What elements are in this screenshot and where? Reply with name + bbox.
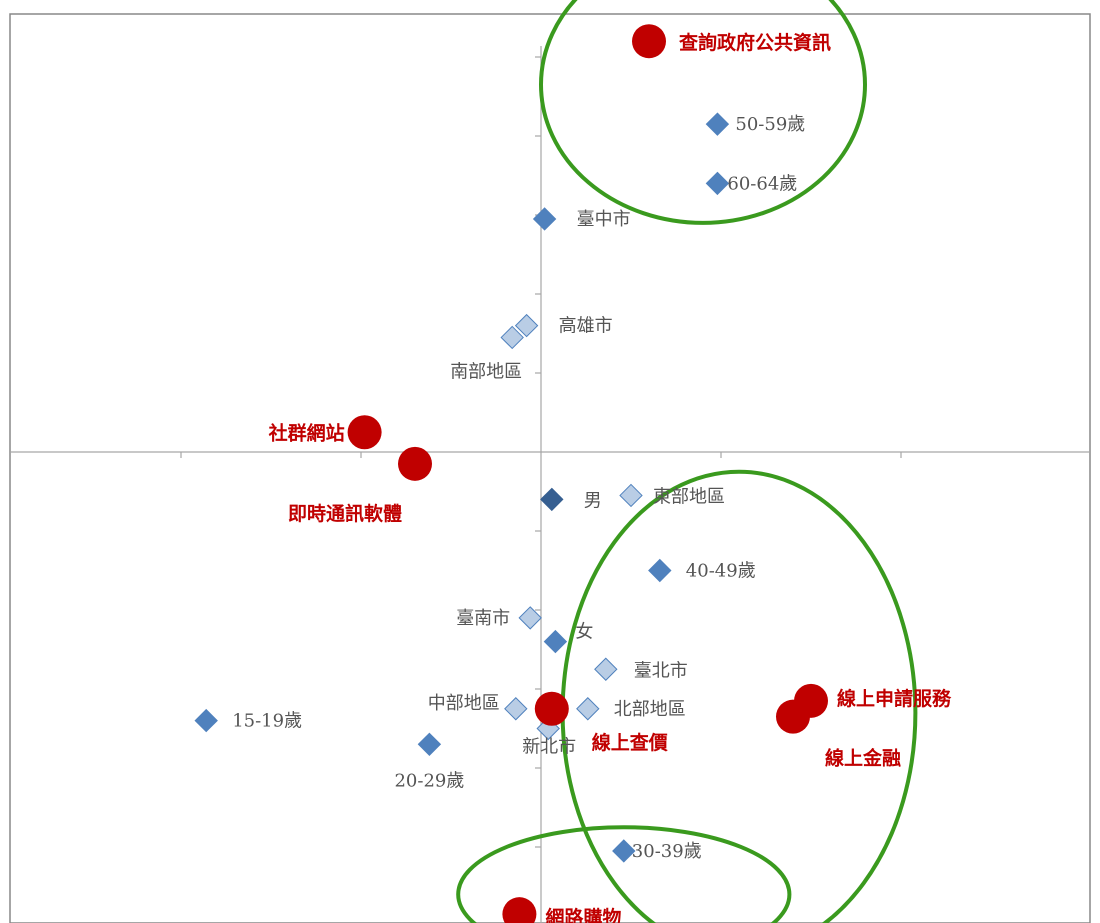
attribute-label-13: 新北市 xyxy=(522,737,576,758)
attribute-label-14: 15-19歲 xyxy=(232,711,302,732)
attribute-label-15: 20-29歲 xyxy=(394,770,464,791)
activity-point-6 xyxy=(502,897,537,923)
activity-point-2 xyxy=(398,446,432,481)
attribute-label-8: 臺南市 xyxy=(456,608,510,629)
activity-label-5: 線上金融 xyxy=(825,747,901,770)
attribute-point-16 xyxy=(612,839,636,863)
activity-label-4: 線上申請服務 xyxy=(837,687,952,710)
attribute-point-6 xyxy=(619,483,643,508)
attribute-point-5 xyxy=(540,487,564,512)
attribute-point-12 xyxy=(576,697,600,721)
attribute-point-1 xyxy=(705,171,730,196)
plot-border xyxy=(9,13,1091,923)
axes xyxy=(10,46,1090,923)
attribute-label-2: 臺中市 xyxy=(577,209,631,230)
activity-label-6: 網路購物 xyxy=(545,906,621,923)
attribute-point-4 xyxy=(500,325,524,350)
attribute-point-0 xyxy=(705,112,730,136)
attribute-point-7 xyxy=(648,558,672,583)
activity-point-3 xyxy=(534,691,569,726)
attribute-label-12: 北部地區 xyxy=(614,699,686,720)
attribute-point-15 xyxy=(417,732,442,757)
activity-point-5 xyxy=(776,699,810,734)
activity-label-2: 即時通訊軟體 xyxy=(288,502,402,525)
attribute-label-6: 東部地區 xyxy=(653,486,725,507)
attribute-label-16: 30-39歲 xyxy=(632,841,702,862)
activity-label-0: 查詢政府公共資訊 xyxy=(678,31,831,54)
attribute-point-8 xyxy=(518,606,542,630)
attribute-point-3 xyxy=(514,313,539,338)
activity-point-0 xyxy=(632,24,666,59)
attribute-label-4: 南部地區 xyxy=(450,361,522,382)
attribute-label-10: 臺北市 xyxy=(634,660,688,681)
attribute-point-14 xyxy=(194,708,218,733)
attribute-point-9 xyxy=(543,629,568,654)
attribute-point-10 xyxy=(594,657,618,681)
cluster-ellipse xyxy=(539,0,867,225)
attribute-label-3: 高雄市 xyxy=(559,316,613,337)
activity-label-3: 線上查價 xyxy=(592,731,669,754)
attribute-point-2 xyxy=(532,207,557,231)
attribute-label-9: 女 xyxy=(575,622,593,643)
attribute-point-11 xyxy=(504,697,528,721)
cluster-ellipse xyxy=(456,825,792,923)
attribute-label-11: 中部地區 xyxy=(428,693,500,714)
attribute-label-1: 60-64歲 xyxy=(727,173,797,194)
activity-point-1 xyxy=(347,415,382,450)
attribute-label-5: 男 xyxy=(584,490,602,511)
attribute-label-0: 50-59歲 xyxy=(735,114,805,135)
attribute-label-7: 40-49歲 xyxy=(686,561,756,582)
data-points xyxy=(194,24,828,923)
activity-label-1: 社群網站 xyxy=(268,421,345,444)
